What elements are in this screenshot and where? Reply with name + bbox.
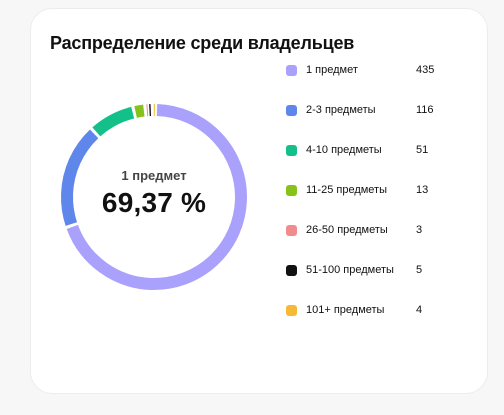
legend-count: 4 xyxy=(416,304,423,316)
legend-count: 13 xyxy=(416,184,429,196)
legend-swatch xyxy=(286,304,297,316)
owner-distribution-card xyxy=(30,8,488,394)
legend-label: 11-25 предметы xyxy=(306,184,388,196)
legend-count: 5 xyxy=(416,264,423,276)
legend-item-1[interactable]: 1 предмет 435 xyxy=(286,60,456,80)
legend-item-101-plus[interactable]: 101+ предметы 4 xyxy=(286,300,456,320)
legend-swatch xyxy=(286,144,297,156)
legend-label: 1 предмет xyxy=(306,64,358,76)
legend-label: 26-50 предметы xyxy=(306,224,388,236)
legend-swatch xyxy=(286,184,297,196)
legend-count: 435 xyxy=(416,64,435,76)
donut-slice-2[interactable] xyxy=(60,103,247,290)
legend-swatch xyxy=(286,64,297,76)
center-value: 69,37 % xyxy=(101,186,207,218)
legend-swatch xyxy=(286,264,297,276)
donut-center: 1 предмет 69,37 % xyxy=(58,101,250,293)
legend-item-11-25[interactable]: 11-25 предметы 13 xyxy=(286,180,456,200)
legend-count: 3 xyxy=(416,224,423,236)
legend-label: 101+ предметы xyxy=(306,304,385,316)
legend-item-4-10[interactable]: 4-10 предметы 51 xyxy=(286,140,456,160)
legend-count: 51 xyxy=(416,144,429,156)
legend-item-26-50[interactable]: 26-50 предметы 3 xyxy=(286,220,456,240)
legend-label: 51-100 предметы xyxy=(306,264,394,276)
donut-slice-1[interactable] xyxy=(60,103,247,290)
card-title: Распределение среди владельцев xyxy=(50,33,355,53)
legend-count: 116 xyxy=(416,104,434,116)
center-label: 1 предмет xyxy=(121,167,187,183)
legend-item-2-3[interactable]: 2-3 предметы 116 xyxy=(286,100,456,120)
legend-label: 4-10 предметы xyxy=(306,144,382,156)
legend-label: 2-3 предметы xyxy=(306,104,376,116)
donut-chart xyxy=(60,103,247,290)
legend-item-51-100[interactable]: 51-100 предметы 5 xyxy=(286,260,456,280)
legend-swatch xyxy=(286,104,297,116)
legend-swatch xyxy=(286,224,297,236)
